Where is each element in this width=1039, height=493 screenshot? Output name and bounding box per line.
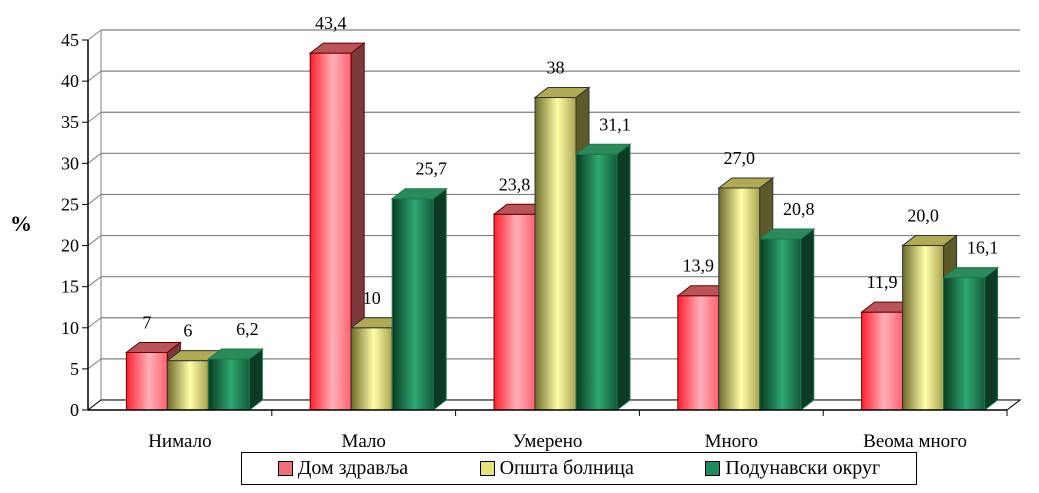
y-tick-label: 15: [61, 277, 79, 297]
legend: Дом здравља Општа болница Подунавски округ: [241, 452, 917, 485]
gridline-side: [87, 194, 102, 205]
y-axis-label: %: [10, 211, 32, 236]
x-tick-label: Нимало: [148, 431, 211, 452]
legend-label: Општа болница: [499, 457, 634, 479]
legend-item: Општа болница: [479, 457, 634, 480]
bar-top: [758, 228, 816, 240]
y-tick-label: 10: [61, 318, 79, 338]
gridline-side: [87, 358, 102, 370]
bar-side: [800, 227, 815, 412]
data-label: 43,4: [315, 13, 347, 33]
bar: [309, 52, 352, 411]
x-tick-label: Веома много: [863, 431, 967, 452]
data-label: 25,7: [415, 159, 447, 179]
bar: [943, 277, 986, 411]
gridline-side: [87, 152, 102, 164]
data-label: 31,1: [599, 114, 631, 134]
y-tick-label: 30: [61, 153, 79, 173]
bar: [534, 97, 577, 411]
bar-side: [616, 143, 631, 412]
bar-top: [390, 188, 448, 200]
y-tick-label: 20: [61, 236, 79, 256]
gridline-side: [87, 70, 102, 82]
bar-top: [533, 87, 591, 99]
gridline-side: [87, 317, 102, 329]
data-label: 20,8: [783, 199, 815, 219]
bar-side: [432, 187, 447, 412]
y-tick-label: 5: [70, 359, 79, 379]
x-tick-label: Мало: [341, 431, 385, 452]
gridline-side: [87, 276, 102, 288]
bar-side: [984, 266, 999, 412]
x-tick-label: Умерено: [513, 431, 583, 452]
legend-swatch: [479, 461, 495, 476]
data-label: 6,2: [236, 319, 259, 339]
bar: [166, 360, 209, 411]
legend-item: Подунавски округ: [705, 457, 880, 480]
data-label: 27,0: [724, 148, 756, 168]
x-tick-label: Много: [705, 431, 758, 452]
legend-swatch: [705, 461, 721, 476]
bar: [718, 187, 761, 411]
gridline-side: [87, 29, 102, 41]
gridline-side: [87, 235, 102, 246]
data-label: 38: [547, 58, 565, 78]
bar: [350, 327, 393, 411]
legend-item: Дом здравља: [277, 457, 409, 480]
bar-top: [574, 143, 632, 155]
legend-swatch: [277, 461, 293, 476]
bar: [759, 238, 802, 411]
legend-label: Подунавски округ: [725, 457, 881, 479]
bar: [902, 245, 945, 411]
bar: [493, 213, 536, 411]
bar-top: [942, 267, 1000, 279]
bar: [207, 358, 250, 411]
y-tick-label: 35: [61, 112, 79, 132]
bar-top: [308, 42, 366, 54]
bar: [677, 295, 720, 411]
y-tick-label: 40: [61, 71, 79, 91]
bar: [861, 311, 904, 411]
bar-top: [901, 235, 959, 247]
y-tick-label: 25: [61, 194, 79, 214]
bar: [391, 198, 434, 411]
data-label: 13,9: [683, 256, 715, 276]
bar-side: [248, 348, 263, 412]
data-label: 10: [363, 288, 381, 308]
data-label: 7: [142, 312, 151, 332]
data-label: 20,0: [907, 206, 939, 226]
data-label: 23,8: [499, 174, 531, 194]
bar-top: [124, 341, 182, 353]
bar: [125, 351, 168, 411]
bar: [575, 153, 618, 411]
data-label: 16,1: [967, 238, 999, 258]
y-tick-label: 45: [61, 30, 79, 50]
y-tick-label: 0: [70, 400, 79, 420]
legend-label: Дом здравља: [297, 457, 409, 479]
data-label: 11,9: [867, 272, 898, 292]
gridline-side: [87, 111, 102, 123]
bar-top: [206, 348, 264, 360]
data-label: 6: [183, 321, 192, 341]
bar-top: [717, 177, 775, 189]
